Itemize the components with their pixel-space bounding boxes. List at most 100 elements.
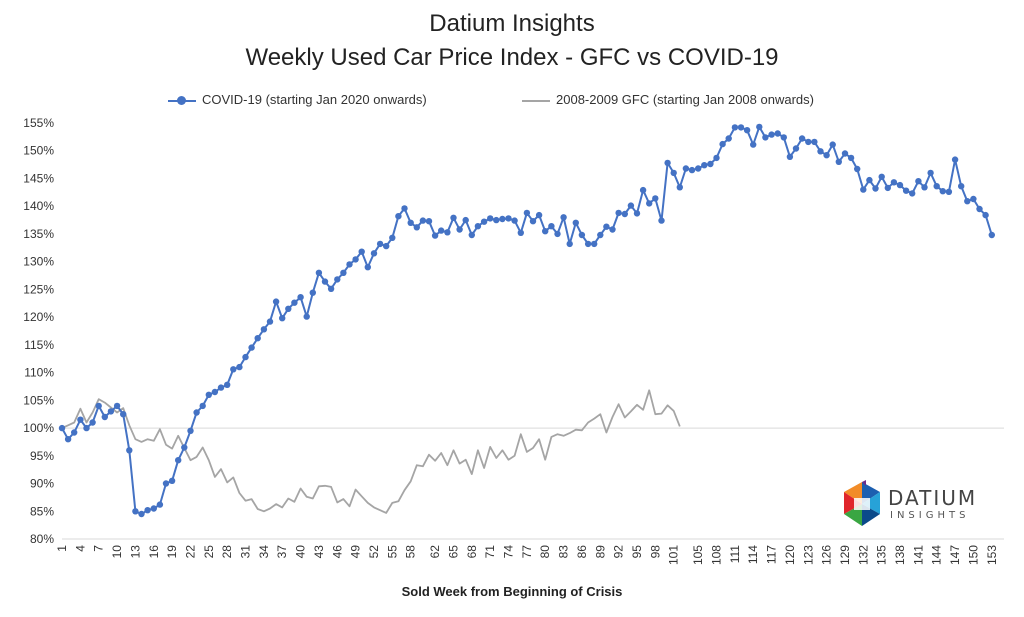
x-tick-label: 135	[875, 545, 889, 565]
x-tick-label: 10	[110, 545, 124, 559]
x-tick-label: 83	[557, 545, 571, 559]
data-point	[291, 299, 298, 306]
data-point	[664, 159, 671, 167]
data-point	[872, 185, 879, 192]
chart-subtitle: Weekly Used Car Price Index - GFC vs COV…	[245, 44, 779, 71]
data-point	[272, 298, 280, 305]
series-line-gfc	[61, 389, 681, 514]
data-point	[150, 505, 157, 512]
y-tick-label: 95%	[30, 449, 54, 463]
data-point	[224, 381, 231, 388]
x-axis-label: Sold Week from Beginning of Crisis	[401, 584, 623, 599]
y-tick-label: 115%	[24, 338, 54, 352]
y-tick-label: 155%	[23, 116, 54, 130]
y-tick-label: 110%	[24, 366, 54, 380]
data-point	[358, 248, 365, 255]
data-point	[309, 289, 316, 296]
data-point	[829, 141, 836, 148]
y-tick-label: 85%	[30, 504, 54, 518]
data-point	[762, 134, 769, 141]
x-tick-label: 117	[765, 545, 779, 564]
y-tick-label: 90%	[30, 477, 54, 491]
data-point	[156, 501, 164, 508]
data-point	[407, 219, 414, 226]
data-point	[419, 217, 427, 224]
data-point	[431, 232, 439, 239]
legend-marker-covid	[177, 96, 186, 105]
data-point	[584, 240, 592, 248]
x-tick-label: 89	[593, 545, 607, 559]
data-point	[847, 154, 855, 162]
x-tick-label: 62	[428, 545, 442, 559]
data-point	[113, 402, 121, 410]
data-point	[138, 510, 145, 518]
x-tick-label: 13	[128, 545, 142, 559]
x-tick-label: 49	[349, 545, 363, 559]
data-point	[120, 411, 127, 418]
data-point	[107, 408, 115, 415]
x-tick-label: 111	[728, 545, 742, 564]
x-tick-label: 37	[275, 545, 289, 559]
data-point	[389, 234, 396, 241]
data-point	[236, 363, 243, 371]
data-point	[731, 124, 739, 131]
chart-legend: COVID-19 (starting Jan 2020 onwards) 200…	[0, 92, 1024, 110]
data-point	[205, 391, 212, 398]
data-point	[890, 179, 898, 186]
data-point	[340, 269, 347, 276]
data-point	[566, 240, 573, 248]
data-point	[860, 186, 867, 193]
data-point	[327, 285, 335, 292]
data-point	[101, 413, 109, 421]
y-tick-label: 145%	[23, 171, 54, 185]
data-point	[970, 195, 977, 203]
data-point	[444, 229, 451, 236]
data-point	[462, 216, 469, 224]
data-point	[548, 223, 555, 230]
data-point	[181, 444, 188, 451]
data-point	[780, 134, 787, 141]
data-point	[132, 508, 139, 515]
x-tick-label: 22	[183, 545, 197, 559]
data-point	[835, 158, 842, 165]
x-tick-label: 123	[801, 545, 815, 565]
data-point	[199, 402, 206, 410]
data-point	[126, 447, 133, 454]
data-point	[456, 226, 463, 233]
data-point	[529, 218, 537, 225]
x-tick-label: 68	[465, 545, 479, 559]
data-point	[823, 152, 830, 159]
data-point	[988, 231, 995, 239]
y-axis: 80% 85% 90% 95% 100% 105% 110% 115% 120% 125% 130%…	[23, 116, 54, 546]
data-point	[921, 184, 928, 191]
data-point	[676, 184, 683, 191]
x-tick-label: 1	[55, 545, 69, 552]
data-point	[695, 165, 702, 172]
x-tick-label: 150	[966, 545, 980, 565]
data-point	[572, 219, 579, 226]
data-point	[670, 169, 677, 177]
data-point	[554, 230, 561, 238]
data-point	[786, 153, 794, 160]
data-point	[982, 211, 989, 219]
data-point	[951, 156, 959, 163]
data-point	[321, 278, 329, 285]
y-tick-label: 130%	[23, 255, 54, 269]
x-tick-label: 92	[612, 545, 626, 559]
y-tick-label: 80%	[30, 532, 54, 546]
data-point	[798, 135, 806, 142]
data-point	[542, 228, 549, 235]
data-point	[854, 165, 861, 173]
x-tick-label: 52	[367, 545, 381, 559]
data-point	[334, 276, 341, 283]
data-point	[474, 223, 482, 230]
x-tick-label: 129	[838, 545, 852, 565]
series-layer	[58, 123, 995, 518]
data-point	[884, 184, 891, 192]
data-point	[144, 507, 151, 514]
chart-title: Datium Insights	[429, 10, 595, 37]
data-point	[817, 148, 824, 155]
data-point	[719, 140, 726, 148]
x-tick-label: 7	[92, 545, 106, 552]
